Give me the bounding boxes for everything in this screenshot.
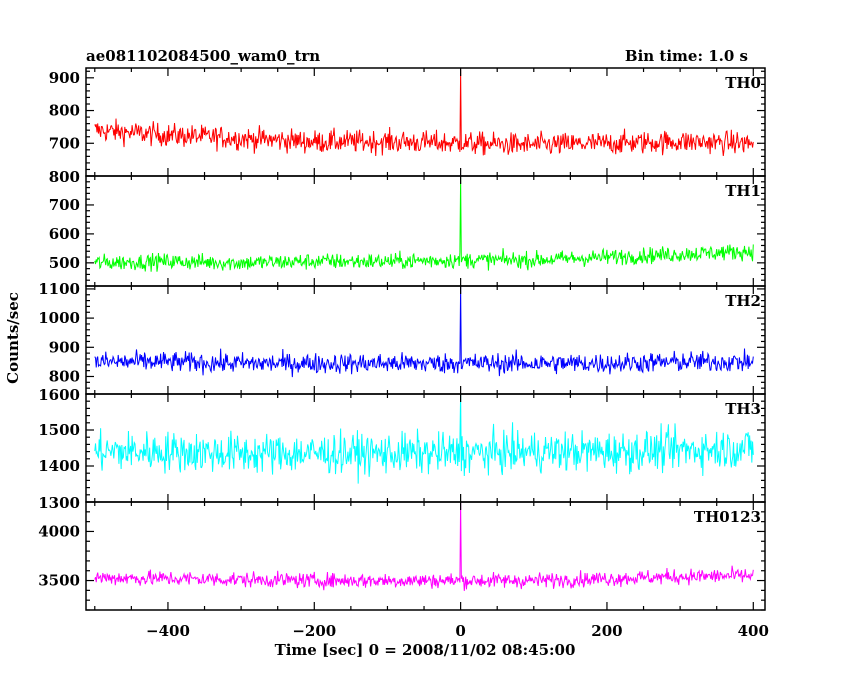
- series-line-th1: [94, 177, 754, 272]
- y-tick-label: 1000: [38, 309, 80, 327]
- y-tick-label: 700: [49, 196, 80, 214]
- y-tick-label: 1500: [38, 421, 80, 439]
- x-tick-label: −200: [292, 622, 336, 640]
- y-tick-label: 800: [49, 102, 80, 120]
- panel-frame: [85, 67, 766, 177]
- x-tick-label: 200: [591, 622, 622, 640]
- panel-frame: [85, 285, 766, 395]
- panel-th0123: 3500 4000 TH0123: [38, 501, 766, 611]
- panel-th1: 500 600 700 TH1: [49, 175, 766, 287]
- panel-name-label: TH0123: [694, 508, 761, 526]
- y-tick-label: 1100: [38, 280, 80, 298]
- series-line-th0123: [94, 502, 754, 591]
- panel-name-label: TH3: [725, 400, 761, 418]
- y-tick-label: 900: [49, 69, 80, 87]
- x-tick-labels: −400 −200 0 200 400: [146, 622, 769, 640]
- y-tick-label: 800: [49, 367, 80, 385]
- x-axis-label: Time [sec] 0 = 2008/11/02 08:45:00: [275, 641, 576, 659]
- y-tick-label: 1600: [38, 386, 80, 404]
- panel-frame: [85, 175, 766, 287]
- y-axis-label: Counts/sec: [4, 292, 22, 384]
- y-tick-label: 600: [49, 225, 80, 243]
- y-tick-label: 4000: [38, 522, 80, 540]
- y-tick-label: 800: [49, 168, 80, 186]
- panel-frame: [85, 501, 766, 611]
- panel-name-label: TH0: [725, 74, 761, 92]
- x-tick-label: 400: [738, 622, 769, 640]
- x-tick-label: −400: [146, 622, 190, 640]
- panel-th2: 800 900 1000 1100 TH2: [38, 280, 766, 395]
- y-tick-label: 500: [49, 254, 80, 272]
- panel-th0: 700 800 900 800 TH0: [49, 67, 766, 186]
- panel-stack: 700 800 900 800 TH0 500 600 700 TH1 800 900 1000 110…: [38, 67, 766, 611]
- series-line-th2: [94, 286, 754, 378]
- y-tick-label: 700: [49, 134, 80, 152]
- series-line-th3: [94, 394, 754, 484]
- x-tick-label: 0: [455, 622, 465, 640]
- y-tick-label: 900: [49, 338, 80, 356]
- panel-th3: 1400 1500 1600 1300 TH3: [38, 386, 766, 512]
- series-line-th0: [94, 69, 754, 156]
- y-tick-label: 3500: [38, 572, 80, 590]
- panel-name-label: TH2: [725, 292, 761, 310]
- chart-title: ae081102084500_wam0_trn: [86, 47, 320, 65]
- y-tick-label: 1300: [38, 494, 80, 512]
- panel-name-label: TH1: [725, 182, 761, 200]
- bin-time-label: Bin time: 1.0 s: [625, 47, 748, 65]
- y-tick-label: 1400: [38, 457, 80, 475]
